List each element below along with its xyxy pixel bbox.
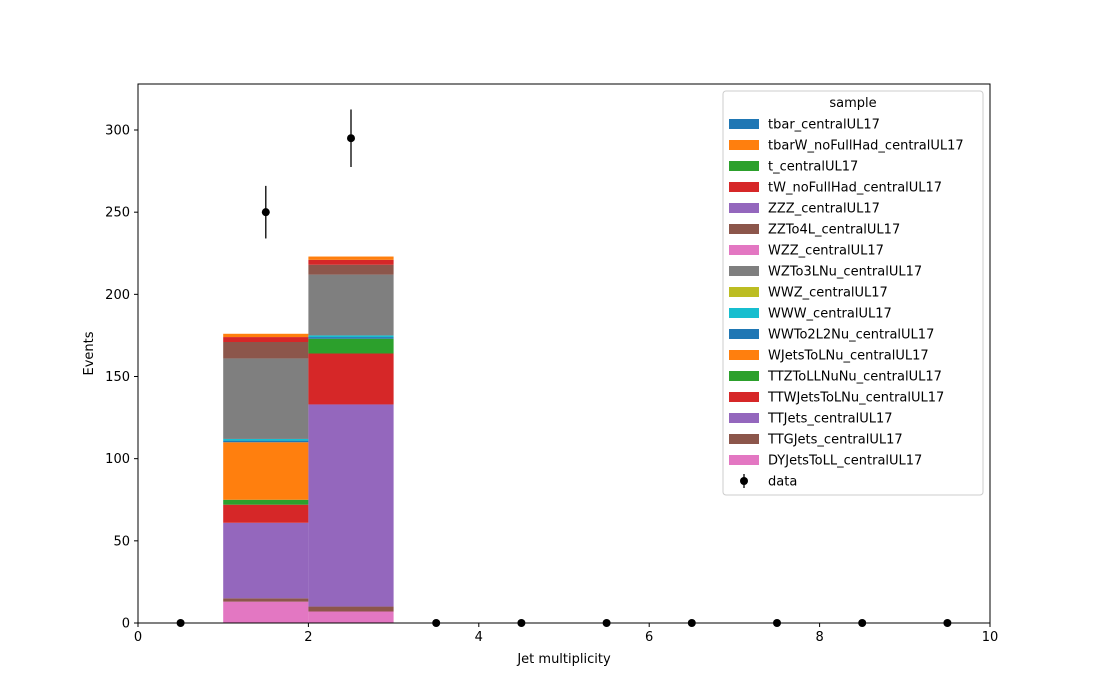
bar-ttgjets-centralul17-bin-1-2 [223,598,309,602]
x-tick-label-2: 2 [304,630,312,645]
legend-swatch-dyjetstoll-centralul17 [729,455,759,465]
legend-swatch-wzz-centralul17 [729,245,759,255]
y-tick-label-200: 200 [105,288,130,303]
legend-label-tw-nofullhad-centralul17: tW_noFullHad_centralUL17 [768,181,942,196]
bar-wjetstolnu-centralul17-bin-1-2 [223,442,309,500]
legend-label-ttwjetstolnu-centralul17: TTWJetsToLNu_centralUL17 [767,391,944,406]
y-tick-label-100: 100 [105,452,130,467]
bar-dyjetstoll-centralul17-bin-1-2 [223,601,309,623]
y-axis-label: Events [82,331,97,375]
bar-wwto2l2nu-centralul17-bin-1-2 [223,440,309,443]
legend-items: tbar_centralUL17 tbarW_noFullHad_centralU… [729,118,964,490]
legend-label-wjetstolnu-centralul17: WJetsToLNu_centralUL17 [768,349,929,364]
y-tick-label-50: 50 [113,534,130,549]
legend-box [722,90,984,496]
legend-swatch-www-centralul17 [729,308,759,318]
x-tick-label-8: 8 [815,630,823,645]
y-tick-label-250: 250 [105,206,130,221]
legend-label-wzto3lnu-centralul17: WZTo3LNu_centralUL17 [768,265,922,280]
bar-tw-nofullhad-centralul17-bin-2-3 [308,259,394,265]
legend-swatch-wwto2l2nu-centralul17 [729,329,759,339]
legend-swatch-zzz-centralul17 [729,203,759,213]
legend-swatch-wjetstolnu-centralul17 [729,350,759,360]
legend-swatch-tbar-centralul17 [729,119,759,129]
bar-ttwjetstolnu-centralul17-bin-1-2 [223,504,309,523]
legend: sample tbar_centralUL17 tbarW_noFullHad_c… [722,90,984,496]
legend-label-wwto2l2nu-centralul17: WWTo2L2Nu_centralUL17 [768,328,934,343]
legend-swatch-t-centralul17 [729,161,759,171]
bar-tw-nofullhad-centralul17-bin-1-2 [223,337,309,342]
legend-label-zzto4l-centralul17: ZZTo4L_centralUL17 [768,223,900,238]
bar-wzto3lnu-centralul17-bin-2-3 [308,274,394,336]
y-tick-label-150: 150 [105,370,130,385]
bar-wwto2l2nu-centralul17-bin-2-3 [308,337,394,339]
bar-ttztollnunu-centralul17-bin-1-2 [223,499,309,505]
legend-label-wzz-centralul17: WZZ_centralUL17 [768,244,884,259]
bar-ttztollnunu-centralul17-bin-2-3 [308,338,394,354]
legend-label-tbar-centralul17: tbar_centralUL17 [768,118,880,133]
x-axis-ticks: 0 2 4 6 8 10 [134,623,998,645]
bar-dyjetstoll-centralul17-bin-2-3 [308,611,394,623]
legend-label-ttjets-centralul17: TTJets_centralUL17 [767,412,893,427]
bar-zzto4l-centralul17-bin-1-2 [223,341,309,359]
legend-label-tbarw-nofullhad-centralul17: tbarW_noFullHad_centralUL17 [768,139,964,154]
bar-ttjets-centralul17-bin-1-2 [223,522,309,599]
legend-swatch-tw-nofullhad-centralul17 [729,182,759,192]
data-point-1 [261,208,270,217]
bar-wzto3lnu-centralul17-bin-1-2 [223,358,309,439]
y-tick-label-0: 0 [122,617,130,632]
bar-ttjets-centralul17-bin-2-3 [308,404,394,607]
legend-label-ttztollnunu-centralul17: TTZToLLNuNu_centralUL17 [767,370,942,385]
bar-www-centralul17-bin-2-3 [308,335,394,338]
legend-label-ttgjets-centralul17: TTGJets_centralUL17 [767,433,903,448]
legend-swatch-ttjets-centralul17 [729,413,759,423]
legend-swatch-zzto4l-centralul17 [729,224,759,234]
y-tick-label-300: 300 [105,124,130,139]
bar-tbarw-nofullhad-centralul17-bin-1-2 [223,333,309,338]
bar-www-centralul17-bin-1-2 [223,438,309,441]
x-tick-label-4: 4 [475,630,483,645]
legend-data-marker [740,477,748,485]
x-tick-label-6: 6 [645,630,653,645]
stacked-bars [223,256,394,623]
legend-swatch-tbarw-nofullhad-centralul17 [729,140,759,150]
y-axis-ticks: 0 50 100 150 200 250 300 [105,124,138,632]
legend-label-www-centralul17: WWW_centralUL17 [768,307,892,322]
axes-frame [137,83,991,624]
legend-label-t-centralul17: t_centralUL17 [768,160,858,175]
legend-label-wwz-centralul17: WWZ_centralUL17 [768,286,888,301]
legend-swatch-ttztollnunu-centralul17 [729,371,759,381]
legend-label-data: data [768,475,797,490]
x-axis-label: Jet multiplicity [516,652,611,667]
legend-swatch-ttwjetstolnu-centralul17 [729,392,759,402]
legend-swatch-wzto3lnu-centralul17 [729,266,759,276]
legend-label-dyjetstoll-centralul17: DYJetsToLL_centralUL17 [768,454,922,469]
data-point-2 [347,134,355,143]
bar-ttgjets-centralul17-bin-2-3 [308,606,394,612]
bar-zzto4l-centralul17-bin-2-3 [308,264,394,275]
bar-tbarw-nofullhad-centralul17-bin-2-3 [308,256,394,260]
x-tick-label-0: 0 [134,630,142,645]
legend-label-zzz-centralul17: ZZZ_centralUL17 [768,202,880,217]
legend-swatch-wwz-centralul17 [729,287,759,297]
legend-title: sample [829,96,876,111]
legend-swatch-ttgjets-centralul17 [729,434,759,444]
bar-ttwjetstolnu-centralul17-bin-2-3 [308,353,394,405]
x-tick-label-10: 10 [982,630,999,645]
